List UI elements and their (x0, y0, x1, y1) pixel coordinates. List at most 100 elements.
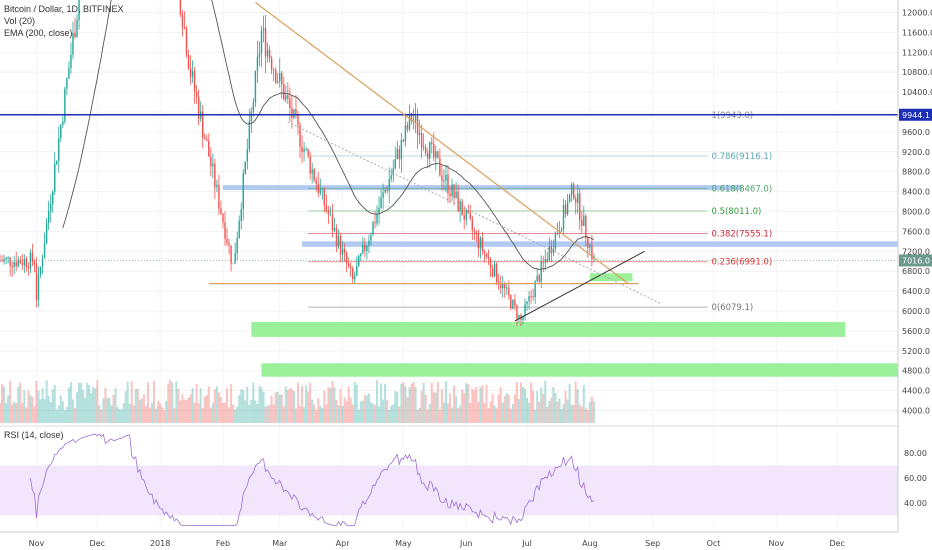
candle-body (457, 191, 459, 211)
candle-body (534, 281, 536, 298)
volume-bar (562, 403, 565, 423)
volume-bar (124, 391, 127, 423)
volume-bar (406, 397, 409, 423)
volume-bar (282, 406, 285, 423)
volume-bar (343, 397, 346, 423)
candle-body (528, 296, 530, 302)
volume-bar (424, 394, 427, 423)
volume-bar (155, 408, 158, 423)
candle-body (546, 259, 549, 261)
volume-bar (493, 405, 496, 423)
volume-bar (9, 380, 12, 423)
volume-bar (144, 405, 147, 423)
fib-level-label: 0.786(9116.1) (711, 152, 772, 162)
volume-bar (264, 406, 267, 423)
volume-bar (357, 409, 360, 423)
volume-bar (309, 382, 312, 423)
candle-body (572, 184, 575, 199)
volume-bar (556, 401, 559, 423)
volume-bar (120, 409, 123, 423)
candle-body (191, 71, 194, 78)
volume-bar (92, 386, 95, 423)
candle-body (540, 262, 542, 282)
volume-bar (171, 382, 174, 423)
candle-body (345, 252, 348, 264)
candle-body (382, 192, 384, 198)
candle-body (183, 27, 186, 29)
price-tick-label: 10400.0 (902, 88, 932, 97)
candle-body (323, 188, 326, 206)
price-tick-label: 11600.0 (902, 28, 932, 37)
candle-body (268, 49, 271, 59)
vol-line: Vol (20) (4, 16, 36, 26)
volume-bar (0, 402, 1, 423)
volume-bar (457, 408, 460, 423)
volume-bar (256, 403, 259, 423)
time-tick-label: Oct (707, 539, 721, 548)
candle-body (504, 283, 506, 289)
volume-bar (335, 399, 338, 423)
volume-bar (272, 404, 275, 423)
volume-bar (82, 389, 85, 423)
volume-bar (288, 388, 291, 423)
volume-bar (428, 403, 431, 423)
volume-bar (100, 409, 103, 423)
candle-body (47, 211, 50, 224)
candle-body (538, 275, 540, 282)
volume-bar (128, 403, 131, 423)
candle-body (277, 81, 279, 83)
time-tick-label: Sep (645, 539, 660, 548)
volume-bar (286, 390, 289, 423)
volume-bar (163, 409, 166, 423)
candle-body (431, 142, 433, 144)
volume-bar (536, 390, 539, 423)
volume-bar (353, 381, 356, 423)
time-tick-label: Jun (459, 539, 473, 548)
fib-level-label: 0(6079.1) (711, 303, 753, 313)
candle-body (347, 263, 350, 267)
candle-body (579, 193, 581, 220)
volume-bar (380, 383, 383, 423)
volume-bar (530, 382, 533, 423)
rsi-tick-label: 60.00 (904, 474, 927, 483)
volume-bar (574, 381, 577, 423)
time-tick-label: Jul (521, 539, 532, 548)
candle-body (307, 148, 309, 156)
volume-bar (207, 386, 210, 423)
candle-body (210, 156, 212, 167)
candle-body (285, 95, 287, 100)
volume-bar (165, 400, 168, 423)
volume-bar (284, 386, 287, 423)
volume-bar (584, 408, 587, 423)
volume-bar (27, 390, 30, 423)
candle-body (443, 180, 445, 182)
time-tick-label: May (395, 539, 412, 548)
volume-bar (191, 387, 194, 423)
volume-bar (552, 386, 555, 423)
rsi-pane (0, 425, 898, 527)
volume-bar (534, 409, 537, 423)
volume-bar (582, 384, 585, 423)
volume-bar (588, 401, 591, 423)
candle-body (335, 228, 338, 246)
volume-bar (55, 409, 58, 423)
volume-bar (311, 399, 314, 423)
volume-bar (86, 382, 89, 423)
volume-bar (201, 408, 204, 423)
volume-bar (238, 395, 241, 423)
candle-body (408, 113, 411, 130)
volume-bar (240, 389, 243, 423)
volume-bar (149, 407, 152, 423)
volume-bar (276, 391, 279, 423)
candle-body (297, 114, 299, 126)
volume-bar (84, 397, 87, 423)
candle-body (337, 235, 340, 246)
volume-bar (114, 387, 117, 423)
volume-bar (592, 401, 595, 423)
rsi-legend: RSI (14, close) (4, 430, 64, 440)
volume-bar (88, 385, 91, 423)
candle-body (544, 259, 546, 263)
volume-bar (442, 402, 445, 423)
volume-bar (532, 390, 535, 423)
